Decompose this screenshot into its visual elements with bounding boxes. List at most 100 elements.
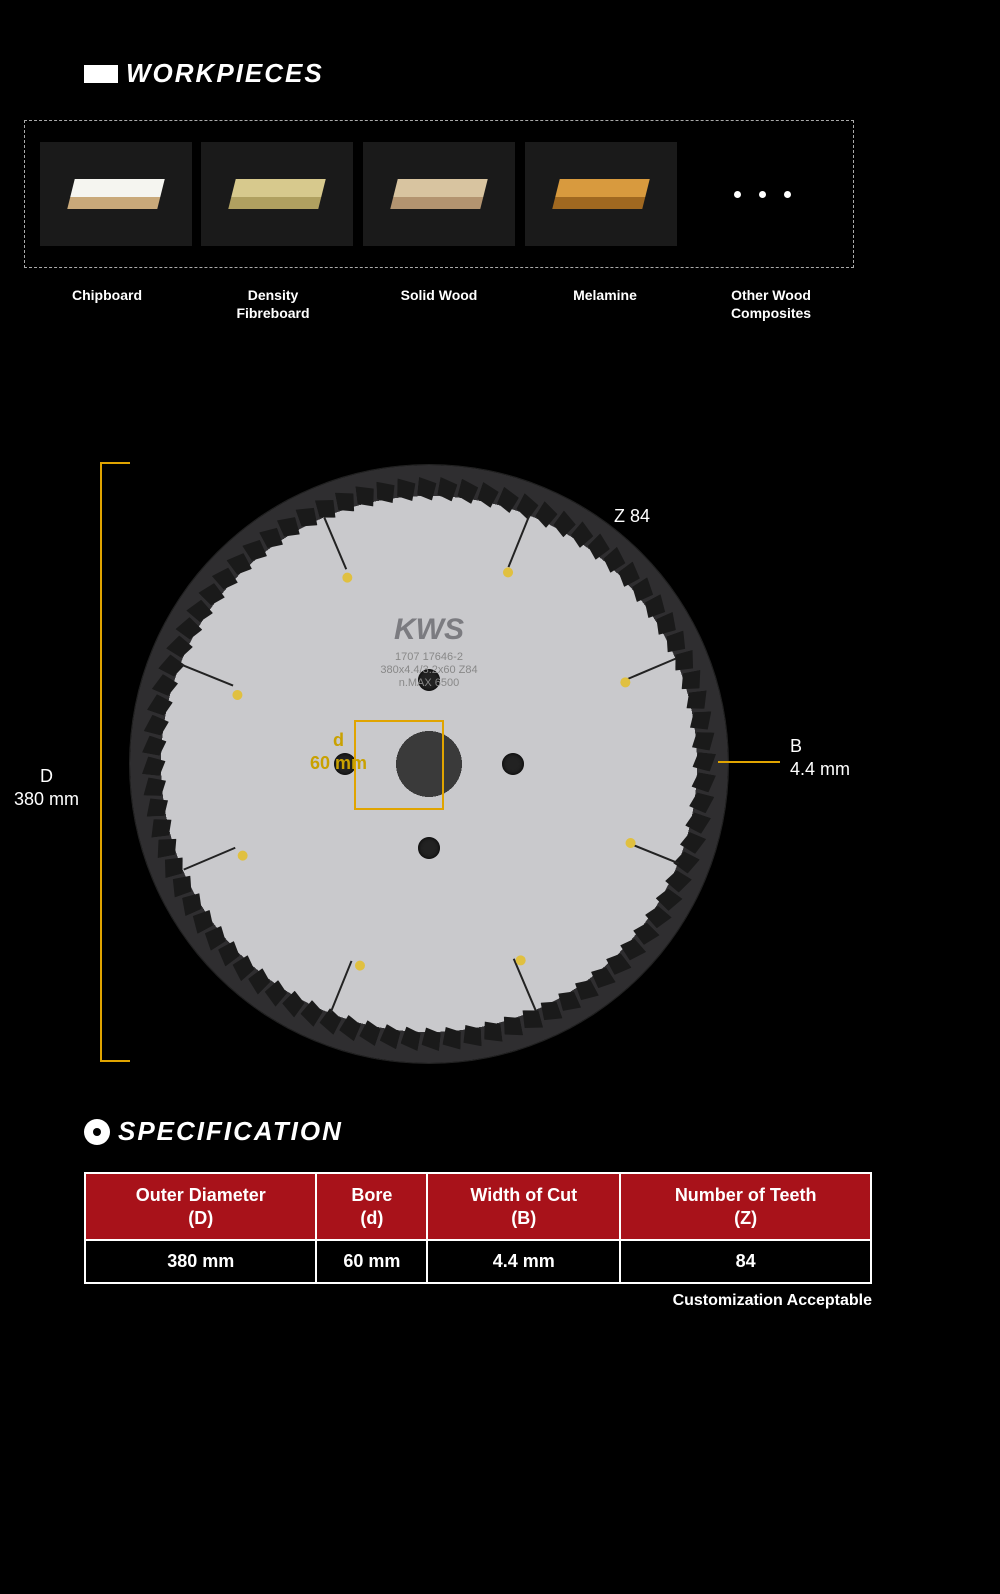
tooth-icon <box>689 711 712 730</box>
workpieces-box <box>24 120 854 268</box>
b-leader-line <box>718 761 780 763</box>
workpieces-header: WORKPIECES <box>84 58 324 89</box>
table-row: 380 mm 60 mm 4.4 mm 84 <box>85 1240 871 1283</box>
d-bracket-captop <box>100 462 130 464</box>
tooth-icon <box>379 1023 402 1049</box>
tooth-icon <box>417 477 437 501</box>
tooth-icon <box>663 630 690 654</box>
tooth-icon <box>169 873 196 897</box>
marker-dot-icon <box>236 849 249 862</box>
pinhole-icon <box>418 837 440 859</box>
tooth-icon <box>335 489 357 514</box>
swatch-other <box>686 142 838 246</box>
tooth-icon <box>538 998 562 1025</box>
marker-dot-icon <box>341 571 354 584</box>
ellipsis-icon <box>734 191 791 198</box>
tooth-icon <box>376 481 395 504</box>
tooth-icon <box>684 811 711 835</box>
swatch-density-fibreboard <box>201 142 353 246</box>
tooth-icon <box>421 1027 441 1051</box>
tooth-icon <box>149 817 173 837</box>
expansion-slot <box>513 958 537 1010</box>
swatch-solid-wood <box>363 142 515 246</box>
d-bracket-vertical <box>100 462 102 1062</box>
label-chipboard: Chipboard <box>31 286 183 322</box>
cell-Z: 84 <box>620 1240 871 1283</box>
tooth-icon <box>358 1019 382 1046</box>
marker-dot-icon <box>353 959 366 972</box>
tooth-icon <box>152 672 179 697</box>
tooth-icon <box>520 1006 543 1032</box>
marker-dot-icon <box>624 837 637 850</box>
label-solidwood: Solid Wood <box>363 286 515 322</box>
cell-B: 4.4 mm <box>427 1240 620 1283</box>
col-head-D: Outer Diameter(D) <box>85 1173 316 1240</box>
pinhole-icon <box>502 753 524 775</box>
col-head-d: Bore(d) <box>316 1173 427 1240</box>
tooth-icon <box>679 830 706 855</box>
col-head-Z: Number of Teeth(Z) <box>620 1173 871 1240</box>
tooth-icon <box>456 479 479 505</box>
tooth-icon <box>442 1027 461 1050</box>
tooth-icon <box>144 777 167 796</box>
d-bracket-capbot <box>100 1060 130 1062</box>
spec-disc-icon <box>84 1119 110 1145</box>
tooth-icon <box>142 756 166 776</box>
expansion-slot <box>624 657 676 681</box>
tooth-icon <box>476 482 500 509</box>
header-block-icon <box>84 65 118 83</box>
cell-d: 60 mm <box>316 1240 427 1283</box>
tooth-icon <box>144 714 170 737</box>
blade-diagram: D 380 mm Z 84 B 4.4 mm KWS 1707 17646-2 … <box>0 445 1000 1085</box>
anno-b: B 4.4 mm <box>790 735 850 782</box>
tooth-icon <box>691 772 716 794</box>
tooth-icon <box>463 1024 482 1047</box>
anno-b-value: 4.4 mm <box>790 759 850 779</box>
tooth-icon <box>501 1014 523 1039</box>
marker-dot-icon <box>502 566 515 579</box>
tooth-icon <box>688 791 714 814</box>
tooth-icon <box>161 855 187 878</box>
customization-note: Customization Acceptable <box>673 1292 872 1310</box>
expansion-slot <box>330 961 353 1014</box>
label-melamine: Melamine <box>529 286 681 322</box>
swatch-chipboard <box>40 142 192 246</box>
tooth-icon <box>400 1026 422 1051</box>
col-head-B: Width of Cut(B) <box>427 1173 620 1240</box>
anno-bore-value: 60 mm <box>310 753 367 773</box>
expansion-slot <box>508 515 531 568</box>
anno-bore: d 60 mm <box>310 729 367 776</box>
anno-b-label: B <box>790 736 802 756</box>
tooth-icon <box>692 752 716 772</box>
anno-d-value: 380 mm <box>14 789 79 809</box>
swatch-melamine <box>525 142 677 246</box>
marker-dot-icon <box>231 688 244 701</box>
tooth-icon <box>295 504 319 531</box>
spec-table: Outer Diameter(D) Bore(d) Width of Cut(B… <box>84 1172 872 1284</box>
workpieces-title: WORKPIECES <box>126 58 324 89</box>
tooth-icon <box>315 496 338 522</box>
tooth-icon <box>154 836 179 858</box>
anno-d-label: D <box>40 766 53 786</box>
expansion-slot <box>181 664 234 687</box>
expansion-slot <box>323 517 347 569</box>
spec-header: SPECIFICATION <box>84 1116 343 1147</box>
tooth-icon <box>679 670 704 692</box>
cell-D: 380 mm <box>85 1240 316 1283</box>
brand-spec: 1707 17646-2 380x4.4/3.2x60 Z84 n.MAX 65… <box>380 651 477 691</box>
anno-d: D 380 mm <box>14 765 79 812</box>
tooth-icon <box>437 477 459 502</box>
tooth-icon <box>685 690 709 710</box>
brand-logo: KWS <box>394 613 464 647</box>
label-other: Other Wood Composites <box>695 286 847 322</box>
tooth-icon <box>146 798 169 817</box>
anno-z-label: Z 84 <box>614 506 650 526</box>
workpieces-labels: Chipboard Density Fibreboard Solid Wood … <box>24 286 854 322</box>
tooth-icon <box>495 487 520 514</box>
tooth-icon <box>397 479 416 502</box>
tooth-icon <box>692 732 715 751</box>
tooth-icon <box>671 650 697 673</box>
tooth-icon <box>482 1020 502 1044</box>
spec-title: SPECIFICATION <box>118 1116 343 1147</box>
table-row: Outer Diameter(D) Bore(d) Width of Cut(B… <box>85 1173 871 1240</box>
